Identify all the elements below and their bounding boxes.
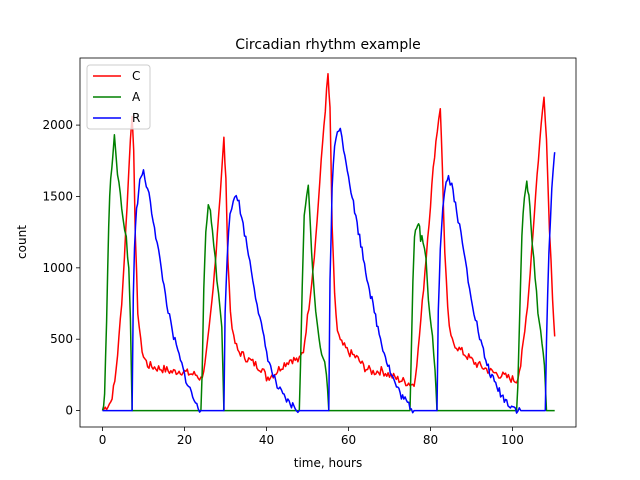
x-tick-label: 40 (259, 433, 274, 447)
legend-label-A: A (132, 90, 141, 104)
series-layer (101, 72, 556, 414)
series-line-C (101, 72, 556, 412)
legend-label-C: C (132, 69, 140, 83)
chart-title: Circadian rhythm example (235, 37, 420, 53)
series-line-R (102, 127, 556, 414)
y-tick-label: 2000 (42, 118, 73, 132)
x-tick-label: 60 (341, 433, 356, 447)
x-tick-label: 20 (177, 433, 192, 447)
series-line-A (101, 134, 555, 412)
y-tick-label: 0 (65, 404, 73, 418)
x-tick-label: 100 (501, 433, 524, 447)
x-tick-label: 0 (99, 433, 107, 447)
y-tick-label: 1000 (42, 261, 73, 275)
x-axis-label: time, hours (294, 456, 362, 470)
y-axis-label: count (15, 225, 29, 259)
x-tick-label: 80 (423, 433, 438, 447)
legend: CAR (86, 64, 151, 130)
plot-area-frame (79, 57, 577, 428)
legend-label-R: R (132, 111, 140, 125)
y-tick-label: 500 (50, 332, 73, 346)
y-tick-label: 1500 (42, 189, 73, 203)
